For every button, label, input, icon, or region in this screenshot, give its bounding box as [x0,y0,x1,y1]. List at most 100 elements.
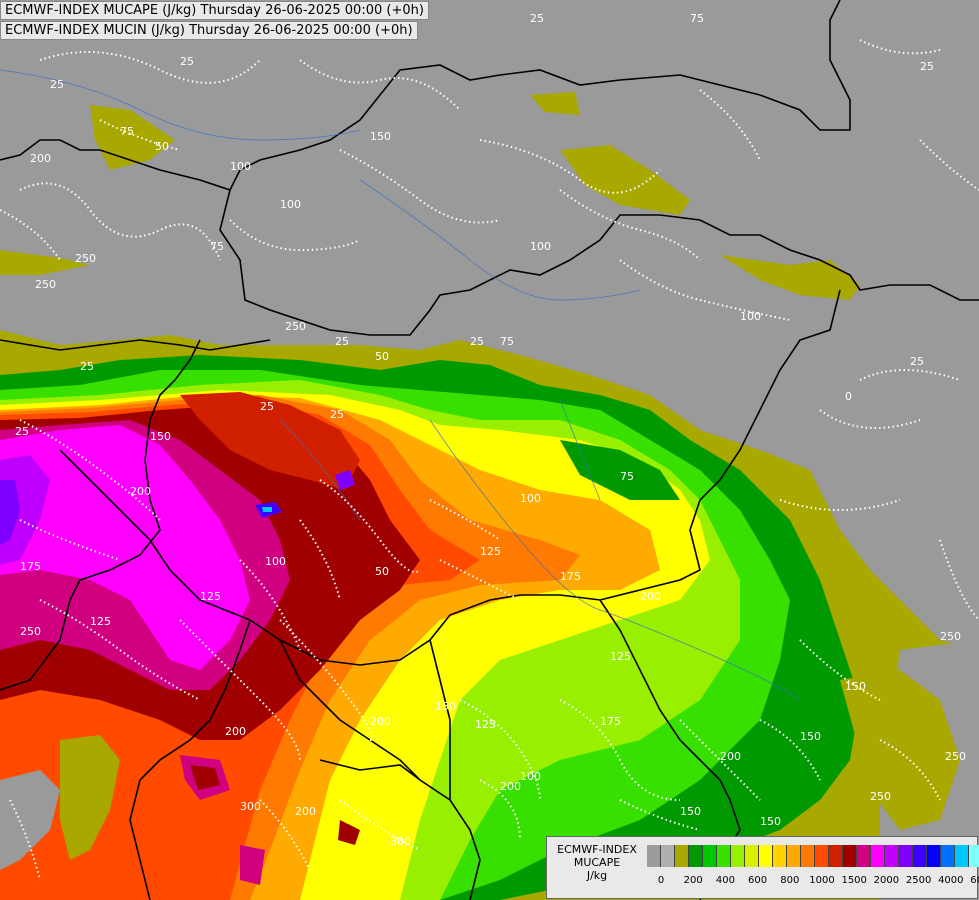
legend-swatch [759,845,773,867]
contour-label: 250 [285,320,306,333]
legend-swatch [689,845,703,867]
legend-swatch [647,845,661,867]
contour-label: 25 [530,12,544,25]
legend-swatch [661,845,675,867]
contour-label: 150 [845,680,866,693]
title-mucape: ECMWF-INDEX MUCAPE (J/kg) Thursday 26-06… [0,1,429,20]
contour-label: 100 [520,770,541,783]
contour-label: 175 [560,570,581,583]
legend-swatch [927,845,941,867]
contour-label: 25 [910,355,924,368]
contour-label: 200 [30,152,51,165]
legend-line2: MUCAPE [573,856,621,869]
contour-label: 25 [470,335,484,348]
contour-label: 200 [370,715,391,728]
contour-label: 250 [20,625,41,638]
legend-tick-label: 4000 [938,875,964,886]
contour-label: 100 [280,198,301,211]
contour-label: 250 [940,630,961,643]
contour-label: 100 [230,160,251,173]
contour-label: 250 [35,278,56,291]
contour-label: 200 [640,590,661,603]
contour-label: 300 [390,835,411,848]
legend-title: ECMWF-INDEX MUCAPE J/kg [551,843,643,882]
legend-swatch [843,845,857,867]
legend-swatch [703,845,717,867]
legend-tick-label: 1500 [841,875,867,886]
contour-label: 25 [80,360,94,373]
contour-label: 25 [260,400,274,413]
legend-unit: J/kg [586,869,608,882]
contour-label: 300 [240,800,261,813]
legend-tick-label: 2000 [873,875,900,886]
contour-label: 75 [690,12,704,25]
contour-label: 75 [500,335,514,348]
contour-label: 50 [155,140,169,153]
legend-swatch [885,845,899,867]
legend-swatch [955,845,969,867]
legend-swatch [871,845,885,867]
contour-label: 200 [130,485,151,498]
legend-swatch [899,845,913,867]
contour-label: 150 [800,730,821,743]
contour-label: 25 [50,78,64,91]
contour-label: 75 [120,125,134,138]
contour-label: 200 [720,750,741,763]
contour-label: 150 [435,700,456,713]
legend-swatch [745,845,759,867]
contour-label: 125 [475,718,496,731]
legend-swatch [787,845,801,867]
color-legend: ECMWF-INDEX MUCAPE J/kg 0 200 400 600 800 100… [546,836,979,899]
legend-swatch [857,845,871,867]
cape-low-patches [0,92,860,300]
legend-swatch [717,845,731,867]
contour-label: 250 [75,252,96,265]
legend-tick-label: 2500 [905,875,932,886]
legend-tick-label: 200 [683,875,703,886]
contour-label: 25 [180,55,194,68]
legend-tick-label: 400 [715,875,735,886]
legend-swatch [969,845,979,867]
contour-label: 100 [530,240,551,253]
legend-tick-label: 1000 [809,875,835,886]
contour-label: 150 [760,815,781,828]
rivers [0,69,801,701]
contour-label: 175 [20,560,41,573]
contour-label: 175 [600,715,621,728]
contour-label: 25 [15,425,29,438]
contour-label: 100 [520,492,541,505]
title-mucin: ECMWF-INDEX MUCIN (J/kg) Thursday 26-06-… [0,21,418,40]
legend-swatch [801,845,815,867]
legend-ticks: 0 200 400 600 800 1000 1500 2000 2500 4000 6000 [647,875,979,889]
legend-swatch [829,845,843,867]
contour-label: 150 [680,805,701,818]
legend-swatch [675,845,689,867]
contour-label: 50 [375,565,389,578]
legend-swatch [815,845,829,867]
contour-label: 25 [920,60,934,73]
legend-swatch [773,845,787,867]
legend-tick-label: 800 [780,875,800,886]
contour-label: 200 [225,725,246,738]
contour-label: 150 [150,430,171,443]
contour-label: 0 [845,390,852,403]
legend-swatches [647,845,979,867]
contour-label: 250 [945,750,966,763]
contour-label: 100 [265,555,286,568]
contour-label: 25 [335,335,349,348]
legend-swatch [913,845,927,867]
legend-tick-label: 600 [748,875,768,886]
cape-field [0,330,979,900]
contour-label: 75 [210,240,224,253]
legend-tick-label: 0 [657,875,665,886]
contour-label: 150 [370,130,391,143]
contour-label: 250 [870,790,891,803]
legend-line1: ECMWF-INDEX [557,843,637,856]
legend-swatch [731,845,745,867]
contour-label: 200 [295,805,316,818]
contour-label: 75 [620,470,634,483]
contour-label: 125 [90,615,111,628]
